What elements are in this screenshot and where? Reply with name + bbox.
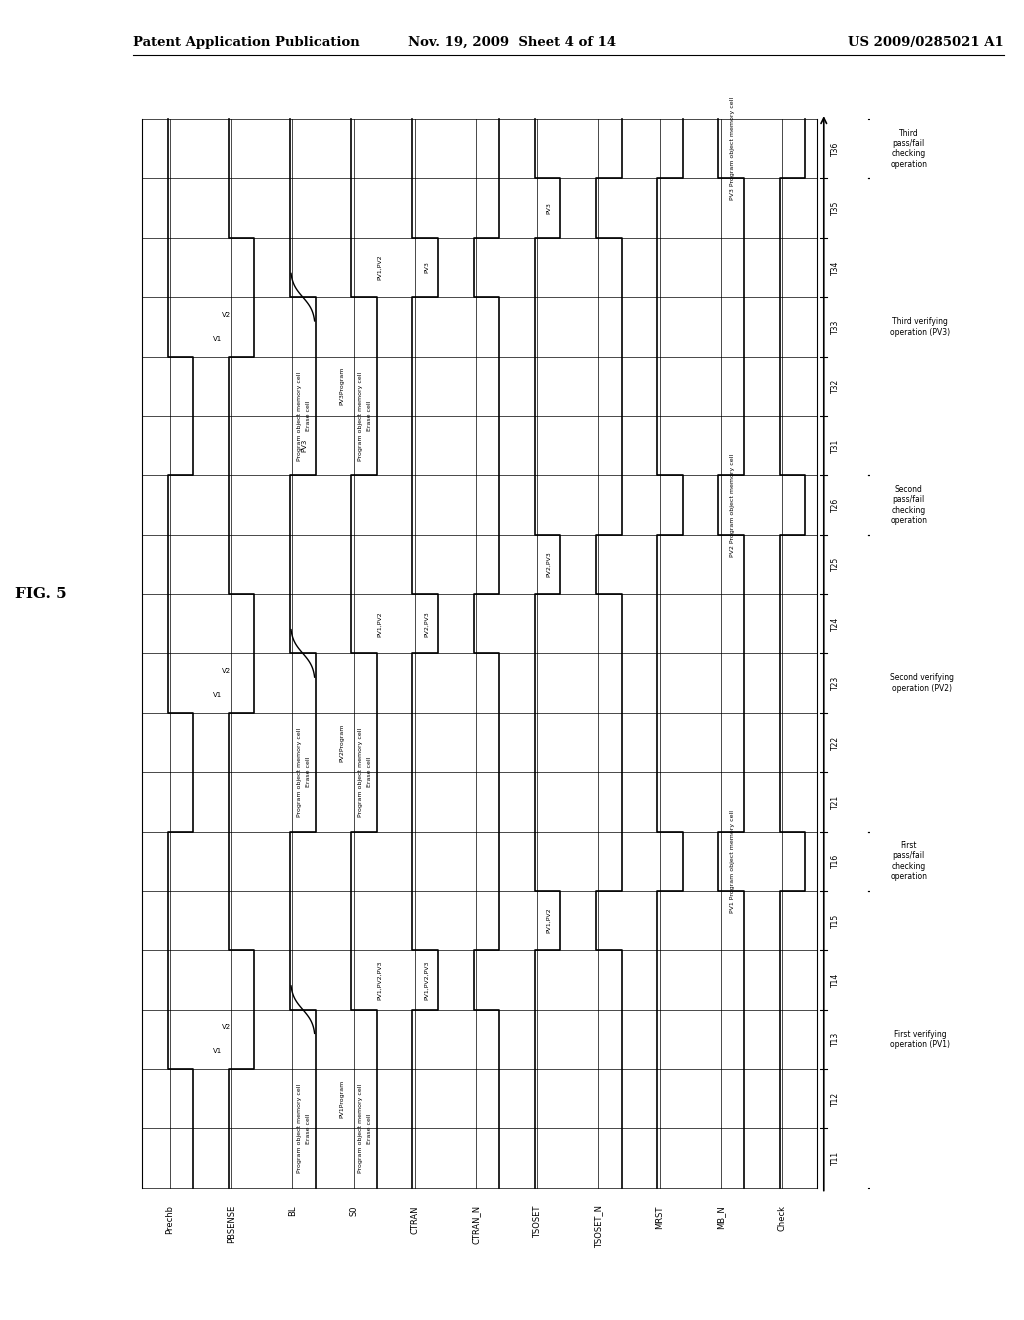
Text: First
pass/fail
checking
operation: First pass/fail checking operation (890, 841, 927, 882)
Text: Program object memory cell: Program object memory cell (297, 727, 302, 817)
Text: Erase cell: Erase cell (368, 756, 373, 787)
Text: Prechb: Prechb (166, 1205, 174, 1234)
Text: Erase cell: Erase cell (368, 401, 373, 432)
Text: T36: T36 (831, 141, 840, 156)
Text: T16: T16 (831, 854, 840, 869)
Text: Program object memory cell: Program object memory cell (358, 1084, 364, 1173)
Text: PV3Program: PV3Program (339, 367, 344, 405)
Text: PV1,PV2,PV3: PV1,PV2,PV3 (377, 960, 382, 999)
Text: PV2,PV3: PV2,PV3 (424, 611, 429, 636)
Text: T21: T21 (831, 795, 840, 809)
Text: Second
pass/fail
checking
operation: Second pass/fail checking operation (890, 484, 927, 525)
Text: T15: T15 (831, 913, 840, 928)
Text: T22: T22 (831, 735, 840, 750)
Text: PV1,PV2: PV1,PV2 (377, 255, 382, 280)
Text: V2: V2 (222, 668, 231, 675)
Text: V2: V2 (222, 1024, 231, 1031)
Text: TSOSET: TSOSET (532, 1205, 542, 1238)
Text: T14: T14 (831, 973, 840, 987)
Text: PV2 Program object memory cell: PV2 Program object memory cell (730, 453, 735, 557)
Text: T26: T26 (831, 498, 840, 512)
Text: Third verifying
operation (PV3): Third verifying operation (PV3) (890, 317, 950, 337)
Text: T13: T13 (831, 1032, 840, 1047)
Text: First verifying
operation (PV1): First verifying operation (PV1) (890, 1030, 950, 1049)
Text: Program object memory cell: Program object memory cell (297, 371, 302, 461)
Text: Third
pass/fail
checking
operation: Third pass/fail checking operation (890, 128, 927, 169)
Text: Erase cell: Erase cell (368, 1113, 373, 1143)
Text: T34: T34 (831, 260, 840, 275)
Text: T24: T24 (831, 616, 840, 631)
Text: PV2,PV3: PV2,PV3 (546, 552, 551, 577)
Text: CTRAN_N: CTRAN_N (471, 1205, 480, 1245)
Text: MB_N: MB_N (716, 1205, 725, 1229)
Text: PV3: PV3 (424, 261, 429, 273)
Text: V2: V2 (222, 312, 231, 318)
Text: FIG. 5: FIG. 5 (15, 587, 67, 601)
Text: T11: T11 (831, 1151, 840, 1166)
Text: Erase cell: Erase cell (306, 401, 311, 432)
Text: Check: Check (777, 1205, 786, 1232)
Text: Program object memory cell: Program object memory cell (358, 371, 364, 461)
Text: PV2Program: PV2Program (339, 723, 344, 762)
Text: PV1Program: PV1Program (339, 1080, 344, 1118)
Text: V1: V1 (213, 692, 222, 698)
Text: S0: S0 (349, 1205, 358, 1216)
Text: CTRAN: CTRAN (411, 1205, 419, 1234)
Text: T23: T23 (831, 676, 840, 690)
Text: MRST: MRST (655, 1205, 664, 1229)
Text: PV1,PV2,PV3: PV1,PV2,PV3 (424, 960, 429, 999)
Text: V1: V1 (213, 335, 222, 342)
Text: Program object memory cell: Program object memory cell (358, 727, 364, 817)
Text: BL: BL (288, 1205, 297, 1216)
Text: TSOSET_N: TSOSET_N (594, 1205, 603, 1249)
Text: PV3 Program object memory cell: PV3 Program object memory cell (730, 98, 735, 201)
Text: PV3: PV3 (301, 440, 307, 453)
Text: Program object memory cell: Program object memory cell (297, 1084, 302, 1173)
Text: PBSENSE: PBSENSE (226, 1205, 236, 1243)
Text: T33: T33 (831, 319, 840, 334)
Text: T31: T31 (831, 438, 840, 453)
Text: T35: T35 (831, 201, 840, 215)
Text: Second verifying
operation (PV2): Second verifying operation (PV2) (890, 673, 954, 693)
Text: PV3: PV3 (546, 202, 551, 214)
Text: Patent Application Publication: Patent Application Publication (133, 36, 359, 49)
Text: Nov. 19, 2009  Sheet 4 of 14: Nov. 19, 2009 Sheet 4 of 14 (408, 36, 616, 49)
Text: PV1 Program object memory cell: PV1 Program object memory cell (730, 809, 735, 912)
Text: PV1,PV2: PV1,PV2 (377, 611, 382, 636)
Text: US 2009/0285021 A1: US 2009/0285021 A1 (848, 36, 1004, 49)
Text: Erase cell: Erase cell (306, 1113, 311, 1143)
Text: Erase cell: Erase cell (306, 756, 311, 787)
Text: V1: V1 (213, 1048, 222, 1055)
Text: PV1,PV2: PV1,PV2 (546, 908, 551, 933)
Text: T32: T32 (831, 379, 840, 393)
Text: T25: T25 (831, 557, 840, 572)
Text: T12: T12 (831, 1092, 840, 1106)
